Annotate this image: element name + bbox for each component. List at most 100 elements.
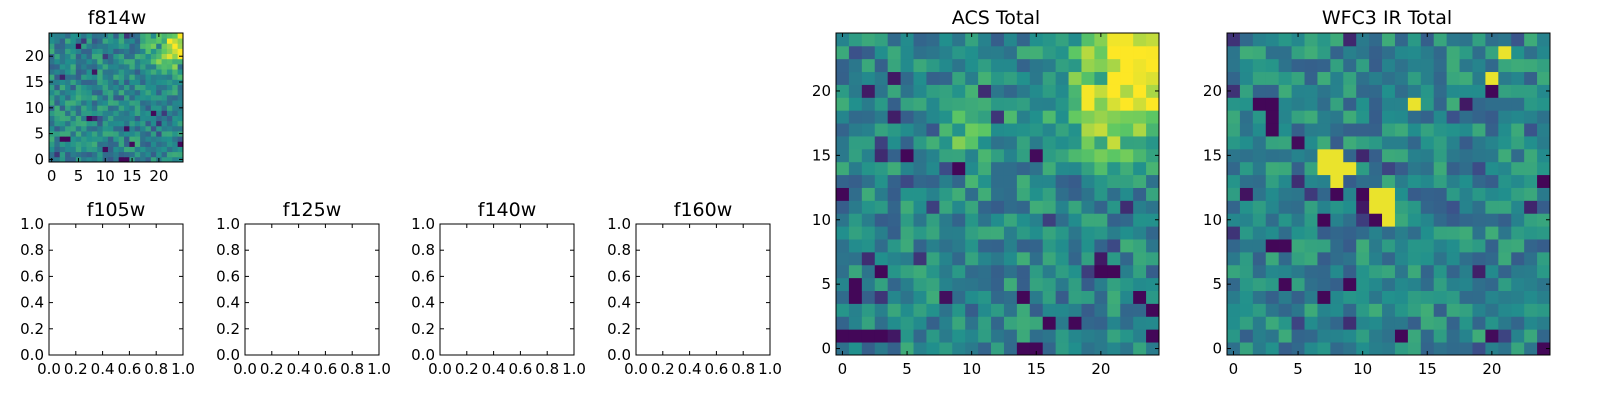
heatmap-cell <box>1330 148 1344 163</box>
heatmap-cell <box>161 89 168 96</box>
heatmap-cell <box>848 148 863 163</box>
heatmap-cell <box>129 105 136 111</box>
heatmap-cell <box>1511 303 1525 317</box>
heatmap-cell <box>1317 200 1331 214</box>
heatmap-cell <box>1265 226 1280 240</box>
heatmap-cell <box>1003 342 1018 356</box>
heatmap-cell <box>1107 200 1121 214</box>
heatmap-cell <box>118 58 125 65</box>
heatmap-cell <box>91 84 98 91</box>
heatmap-cell <box>172 84 179 91</box>
heatmap-cell <box>900 71 914 85</box>
heatmap-cell <box>1485 45 1499 60</box>
heatmap-cell <box>874 33 889 47</box>
heatmap-cell <box>1420 239 1435 253</box>
heatmap-cell <box>1498 58 1512 73</box>
heatmap-cell <box>1016 226 1031 240</box>
heatmap-cell <box>172 33 179 39</box>
heatmap-cell <box>1446 187 1460 201</box>
heatmap-cell <box>1003 71 1018 85</box>
heatmap-cell <box>1227 316 1241 330</box>
heatmap-cell <box>70 89 77 96</box>
heatmap-cell <box>1120 161 1134 176</box>
heatmap-cell <box>913 123 927 137</box>
heatmap-cell <box>1446 71 1460 85</box>
heatmap-cell <box>1394 239 1409 253</box>
heatmap-cell <box>1407 97 1422 111</box>
heatmap-cell <box>1356 303 1370 317</box>
heatmap-cell <box>161 141 168 147</box>
heatmap-cell <box>1524 290 1538 304</box>
heatmap-cell <box>1317 148 1331 163</box>
heatmap-cell <box>1107 33 1121 47</box>
heatmap-cell <box>861 84 876 98</box>
y-tick-label: 0.4 <box>411 294 435 312</box>
heatmap-cell <box>1278 45 1292 60</box>
heatmap-cell <box>1278 239 1292 253</box>
heatmap-cell <box>952 84 966 98</box>
heatmap-cell <box>166 63 173 70</box>
heatmap-cell <box>166 48 173 55</box>
heatmap-cell <box>991 226 1005 240</box>
heatmap-cell <box>1511 33 1525 47</box>
heatmap-cell <box>70 115 77 122</box>
heatmap-cell <box>129 146 136 153</box>
heatmap-cell <box>874 45 889 60</box>
heatmap-cell <box>1120 136 1134 150</box>
heatmap-cell <box>1511 187 1525 201</box>
heatmap-cell <box>145 89 152 96</box>
heatmap-cell <box>65 63 71 70</box>
heatmap-cell <box>1407 58 1422 73</box>
heatmap-cell <box>1094 239 1108 253</box>
heatmap-cell <box>1343 226 1357 240</box>
heatmap-cell <box>1382 58 1396 73</box>
heatmap-cell <box>1042 200 1057 214</box>
heatmap-cell <box>124 94 130 101</box>
heatmap-cell <box>118 79 125 85</box>
heatmap-cell <box>1485 316 1499 330</box>
heatmap-cell <box>1120 84 1134 98</box>
heatmap-cell <box>124 63 130 70</box>
heatmap-cell <box>991 303 1005 317</box>
heatmap-cell <box>926 148 940 163</box>
heatmap-cell <box>150 120 157 127</box>
heatmap-cell <box>836 303 850 317</box>
heatmap-cell <box>1459 110 1473 124</box>
heatmap-cell <box>1343 45 1357 60</box>
heatmap-cell <box>1146 264 1160 279</box>
heatmap-cell <box>161 100 168 106</box>
heatmap-cell <box>965 45 979 60</box>
heatmap-cell <box>1107 97 1121 111</box>
heatmap-cell <box>991 58 1005 73</box>
heatmap-cell <box>1146 161 1160 176</box>
heatmap-cell <box>86 100 93 106</box>
heatmap-cell <box>1420 45 1435 60</box>
heatmap-cell <box>1146 136 1160 150</box>
heatmap-cell <box>134 38 141 44</box>
heatmap-cell <box>65 33 71 39</box>
heatmap-cell <box>1003 226 1018 240</box>
heatmap-cell <box>129 120 136 127</box>
heatmap-cell <box>1016 342 1031 356</box>
heatmap-cell <box>1304 251 1318 266</box>
heatmap-cell <box>81 131 87 137</box>
heatmap-cell <box>129 94 136 101</box>
heatmap-cell <box>1003 329 1018 343</box>
heatmap-cell <box>1537 110 1551 124</box>
heatmap-cell <box>1394 303 1409 317</box>
heatmap-cell <box>1472 97 1486 111</box>
heatmap-cell <box>836 290 850 304</box>
heatmap-cell <box>848 342 863 356</box>
heatmap-cell <box>1042 58 1057 73</box>
heatmap-cell <box>75 110 82 116</box>
heatmap-cell <box>1498 342 1512 356</box>
heatmap-cell <box>1133 303 1147 317</box>
heatmap-cell <box>1511 148 1525 163</box>
heatmap-cell <box>177 151 184 158</box>
heatmap-cell <box>1029 58 1044 73</box>
heatmap-cell <box>887 316 901 330</box>
heatmap-cell <box>1472 251 1486 266</box>
heatmap-cell <box>81 151 87 158</box>
